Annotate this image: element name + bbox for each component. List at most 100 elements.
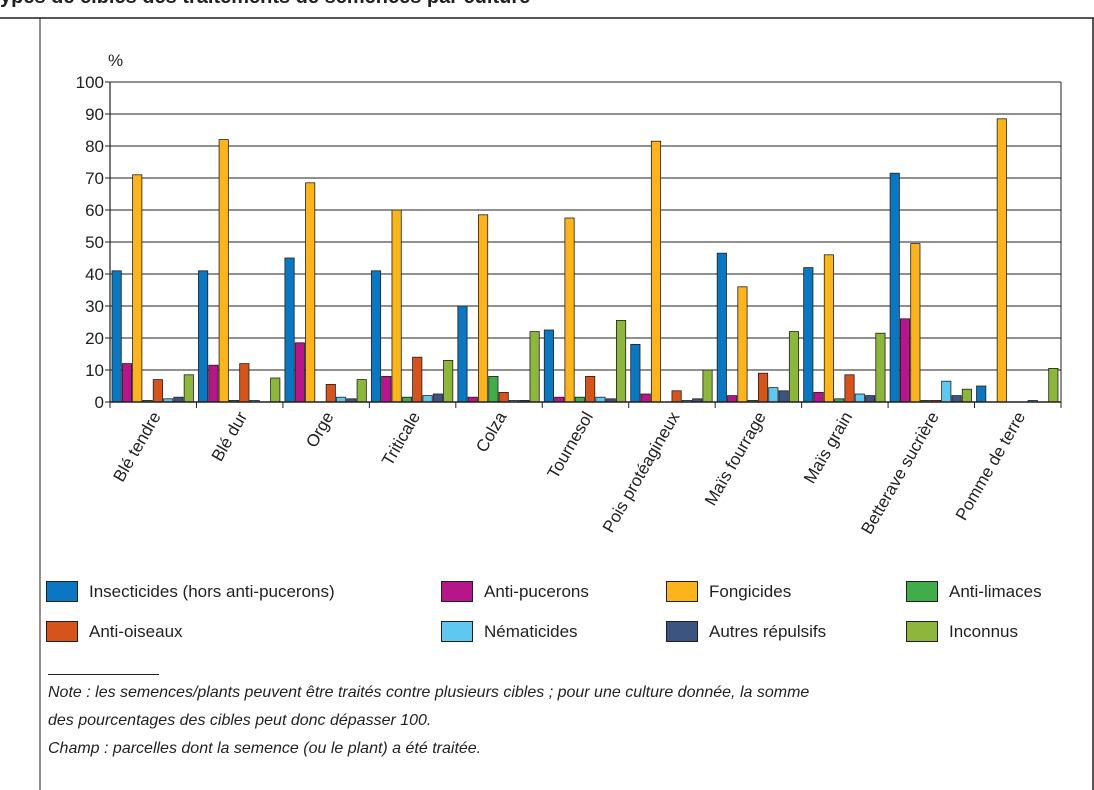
bar-mais-grain-anti-oiseaux: [844, 374, 855, 403]
legend-item-anti-oiseaux: Anti-oiseaux: [46, 621, 183, 642]
bar-ble-dur-anti-oiseaux: [239, 363, 250, 403]
bar-triticale-anti-pucerons: [381, 375, 392, 403]
bar-betterave-sucriere-anti-pucerons: [899, 318, 911, 403]
bar-tournesol-nematicides: [595, 396, 606, 403]
legend-label-inconnus: Inconnus: [949, 621, 1018, 641]
bar-mais-fourrage-anti-oiseaux: [758, 372, 769, 403]
bar-tournesol-anti-oiseaux: [585, 375, 596, 403]
legend-swatch-anti-oiseaux: [46, 621, 78, 642]
legend-item-anti-limaces: Anti-limaces: [906, 581, 1042, 602]
legend-item-inconnus: Inconnus: [906, 621, 1018, 642]
bar-pomme-de-terre-fongicides: [996, 118, 1007, 403]
legend-swatch-fongicides: [666, 581, 698, 602]
y-axis-label: %: [108, 51, 123, 70]
x-tick-label-pois-proteagineux: Pois protéagineux: [599, 408, 684, 536]
bar-pois-proteagineux-anti-oiseaux: [671, 390, 682, 403]
legend-label-anti-oiseaux: Anti-oiseaux: [89, 621, 183, 641]
bar-orge-nematicides: [336, 396, 347, 403]
legend-swatch-anti-limaces: [906, 581, 938, 602]
bar-mais-fourrage-anti-pucerons: [727, 395, 738, 403]
bar-colza-inconnus: [529, 331, 540, 403]
bar-ble-tendre-autres-repulsifs: [173, 396, 184, 403]
legend-label-nematicides: Nématicides: [484, 621, 578, 641]
bar-ble-dur-insecticides-hors-anti-pucerons: [198, 270, 209, 403]
bar-triticale-fongicides: [391, 209, 402, 403]
bar-triticale-nematicides: [422, 395, 433, 403]
bar-triticale-insecticides-hors-anti-pucerons: [370, 270, 382, 403]
y-tick-label-50: 50: [85, 233, 104, 252]
legend-item-anti-pucerons: Anti-pucerons: [441, 581, 589, 602]
y-tick-label-60: 60: [85, 201, 104, 220]
legend-swatch-anti-pucerons: [441, 581, 473, 602]
y-tick-label-70: 70: [85, 169, 104, 188]
bar-tournesol-anti-limaces: [574, 396, 585, 403]
bar-chart: 0 10 20 30 40 50 60 70 80 90 100% Blé tendre Blé dur…: [76, 51, 1062, 537]
bar-ble-tendre-fongicides: [132, 174, 143, 403]
y-tick-label-80: 80: [85, 137, 104, 156]
bar-mais-grain-inconnus: [875, 332, 886, 403]
bar-ble-dur-fongicides: [218, 139, 229, 403]
legend-item-nematicides: Nématicides: [441, 621, 578, 642]
bar-betterave-sucriere-fongicides: [910, 243, 921, 403]
bar-pois-proteagineux-fongicides: [650, 140, 662, 403]
x-tick-label-ble-dur: Blé dur: [208, 408, 252, 464]
bar-betterave-sucriere-autres-repulsifs: [951, 395, 962, 403]
bar-tournesol-insecticides-hors-anti-pucerons: [543, 329, 554, 403]
bar-triticale-inconnus: [443, 359, 454, 403]
bar-ble-tendre-inconnus: [183, 374, 194, 403]
bar-triticale-anti-limaces: [401, 396, 412, 403]
legend-item-fongicides: Fongicides: [666, 581, 791, 602]
note-line-3: Champ : parcelles dont la semence (ou le…: [48, 740, 482, 757]
bar-tournesol-inconnus: [616, 319, 627, 403]
legend-label-anti-pucerons: Anti-pucerons: [484, 581, 589, 601]
x-tick-label-orge: Orge: [302, 409, 337, 451]
bar-betterave-sucriere-inconnus: [961, 388, 972, 403]
bar-orge-anti-pucerons: [294, 342, 305, 403]
legend-swatch-inconnus: [906, 621, 938, 642]
bar-ble-dur-inconnus: [270, 377, 281, 403]
legend-label-insecticides: Insecticides (hors anti-pucerons): [89, 581, 335, 601]
bar-mais-fourrage-autres-repulsifs: [778, 390, 789, 403]
y-tick-label-90: 90: [85, 105, 104, 124]
bar-pois-proteagineux-insecticides-hors-anti-pucerons: [630, 343, 641, 403]
bar-ble-tendre-anti-pucerons: [121, 363, 133, 403]
bar-ble-dur-anti-pucerons: [208, 364, 219, 403]
bar-triticale-autres-repulsifs: [432, 393, 443, 403]
bar-orge-insecticides-hors-anti-pucerons: [284, 257, 295, 403]
bar-mais-grain-fongicides: [823, 254, 834, 403]
y-tick-label-40: 40: [85, 265, 104, 284]
bar-tournesol-fongicides: [564, 217, 575, 403]
x-tick-label-tournesol: Tournesol: [544, 409, 597, 482]
y-tick-label-20: 20: [85, 329, 104, 348]
legend-label-autres-repulsifs: Autres répulsifs: [709, 621, 827, 641]
y-tick-label-10: 10: [85, 361, 104, 380]
legend-item-autres-repulsifs: Autres répulsifs: [666, 621, 826, 642]
bar-mais-grain-autres-repulsifs: [865, 395, 876, 403]
bar-mais-grain-anti-pucerons: [813, 391, 824, 403]
bar-tournesol-anti-pucerons: [554, 396, 565, 403]
x-tick-label-pomme-de-terre: Pomme de terre: [952, 409, 1029, 524]
bar-mais-fourrage-fongicides: [737, 286, 748, 403]
bar-colza-anti-oiseaux: [498, 391, 509, 403]
bar-pois-proteagineux-anti-pucerons: [640, 393, 651, 403]
note-line-1: Note : les semences/plants peuvent être …: [48, 684, 810, 701]
y-tick-label-30: 30: [85, 297, 104, 316]
legend-swatch-nematicides: [441, 621, 473, 642]
bar-colza-fongicides: [478, 214, 489, 403]
x-tick-label-triticale: Triticale: [378, 409, 424, 470]
x-tick-label-colza: Colza: [472, 408, 510, 456]
bar-betterave-sucriere-nematicides: [941, 380, 952, 403]
x-tick-label-betterave-sucriere: Betterave sucrière: [857, 408, 942, 537]
bar-colza-anti-pucerons: [467, 396, 478, 403]
x-tick-label-ble-tendre: Blé tendre: [109, 409, 164, 486]
y-tick-label-0: 0: [95, 393, 104, 412]
bar-mais-fourrage-insecticides-hors-anti-pucerons: [716, 252, 727, 403]
bar-pois-proteagineux-inconnus: [702, 369, 713, 403]
legend-item-insecticides: Insecticides (hors anti-pucerons): [46, 581, 335, 602]
bar-mais-fourrage-inconnus: [788, 331, 800, 403]
x-tick-label-mais-fourrage: Maïs fourrage: [701, 409, 770, 509]
bar-pomme-de-terre-inconnus: [1048, 367, 1059, 403]
bar-colza-insecticides-hors-anti-pucerons: [457, 305, 468, 403]
legend-label-anti-limaces: Anti-limaces: [949, 581, 1042, 601]
bar-ble-tendre-insecticides-hors-anti-pucerons: [111, 270, 122, 403]
